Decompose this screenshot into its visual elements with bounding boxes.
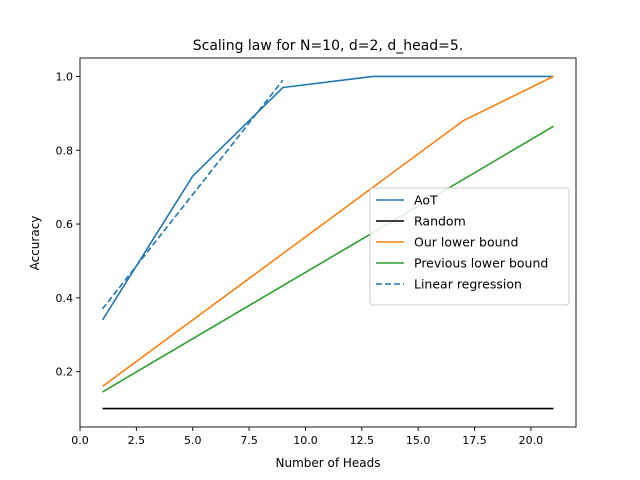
x-tick-label: 0.0 xyxy=(71,434,89,447)
axes: 0.0 2.5 5.0 7.5 10.0 12.5 15.0 17.5 20.0 0.2 0.4 0.… xyxy=(56,57,577,447)
x-axis-label: Number of Heads xyxy=(275,456,380,470)
legend-label: Our lower bound xyxy=(414,235,518,250)
plot-area xyxy=(101,75,554,410)
x-tick-label: 2.5 xyxy=(128,434,146,447)
series-line-aot xyxy=(101,75,554,321)
x-tick-label: 12.5 xyxy=(350,434,375,447)
x-tick-label: 5.0 xyxy=(184,434,202,447)
y-tick-label: 0.6 xyxy=(56,218,74,231)
legend: AoT Random Our lower bound Previous lower b… xyxy=(369,187,570,306)
series-line-our-lower-bound xyxy=(102,75,554,388)
x-tick-label: 20.0 xyxy=(519,434,544,447)
y-tick-label: 0.8 xyxy=(56,144,74,157)
series-line-previous-lower-bound xyxy=(102,125,554,393)
x-tick-label: 15.0 xyxy=(406,434,431,447)
legend-label: Linear regression xyxy=(414,277,522,292)
x-tick-label: 7.5 xyxy=(240,434,258,447)
y-tick-label: 0.4 xyxy=(56,292,74,305)
series-line-linear-regression xyxy=(101,79,284,310)
y-axis-label: Accuracy xyxy=(28,216,42,271)
y-tick-label: 1.0 xyxy=(56,70,74,83)
legend-label: Previous lower bound xyxy=(414,256,548,271)
y-tick-label: 0.2 xyxy=(56,366,74,379)
legend-label: AoT xyxy=(414,193,438,208)
legend-box xyxy=(369,187,570,306)
chart-title: Scaling law for N=10, d=2, d_head=5. xyxy=(193,38,464,54)
axes-frame xyxy=(79,57,577,428)
x-tick-label: 10.0 xyxy=(293,434,318,447)
legend-label: Random xyxy=(414,214,466,229)
x-tick-label: 17.5 xyxy=(462,434,487,447)
